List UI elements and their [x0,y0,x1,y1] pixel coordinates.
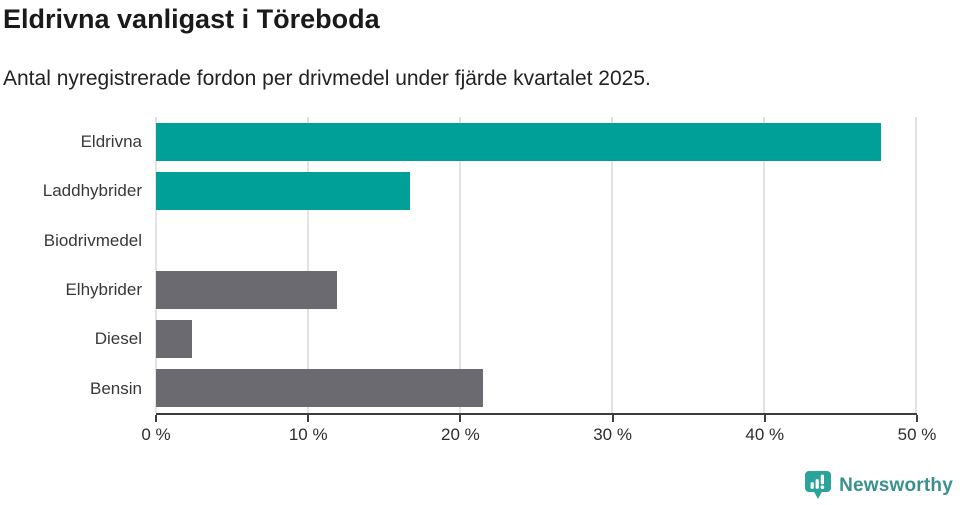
x-tick-label: 0 % [141,425,171,444]
x-axis-line [156,413,917,415]
gridline [155,117,157,413]
x-tick-mark [916,415,918,422]
x-tick-label: 20 % [441,425,480,444]
gridline [763,117,765,413]
gridline [307,117,309,413]
chart-title: Eldrivna vanligast i Töreboda [3,4,380,34]
gridline [459,117,461,413]
newsworthy-logo-icon [805,471,832,499]
x-tick-label: 10 % [288,425,328,444]
chart-subtitle: Antal nyregistrerade fordon per drivmede… [3,67,651,90]
bar-diesel [156,320,193,358]
category-label-bensin: Bensin [90,378,142,398]
category-label-eldrivna: Eldrivna [80,132,142,151]
bar-laddhybrider [156,172,410,210]
bar-elhybrider [156,270,337,309]
x-tick-mark [763,415,766,422]
x-tick-mark [459,415,462,422]
bar-eldrivna [156,122,882,161]
newsworthy-brand-lockup[interactable]: Newsworthy [804,470,953,501]
newsworthy-logo-text: Newsworthy [839,474,953,496]
x-tick-mark [611,415,614,422]
value-axis: 0 % 10 % 20 % 30 % 40 % 50 % [141,413,936,453]
x-tick-label: 30 % [593,425,632,444]
x-tick-mark [155,415,157,422]
gridline [611,117,613,413]
category-label-diesel: Diesel [94,329,142,349]
x-tick-mark [307,415,310,422]
bar-bensin [156,369,483,408]
bar-plot-area [155,117,917,413]
category-label-laddhybrider: Laddhybrider [42,181,142,201]
x-tick-label: 40 % [745,425,785,444]
category-label-biodrivmedel: Biodrivmedel [43,230,142,250]
gridline [915,117,917,413]
x-tick-label: 50 % [897,425,937,444]
category-label-elhybrider: Elhybrider [65,280,142,299]
category-axis: Eldrivna Laddhybrider Biodrivmedel Elhybrid… [0,117,142,413]
